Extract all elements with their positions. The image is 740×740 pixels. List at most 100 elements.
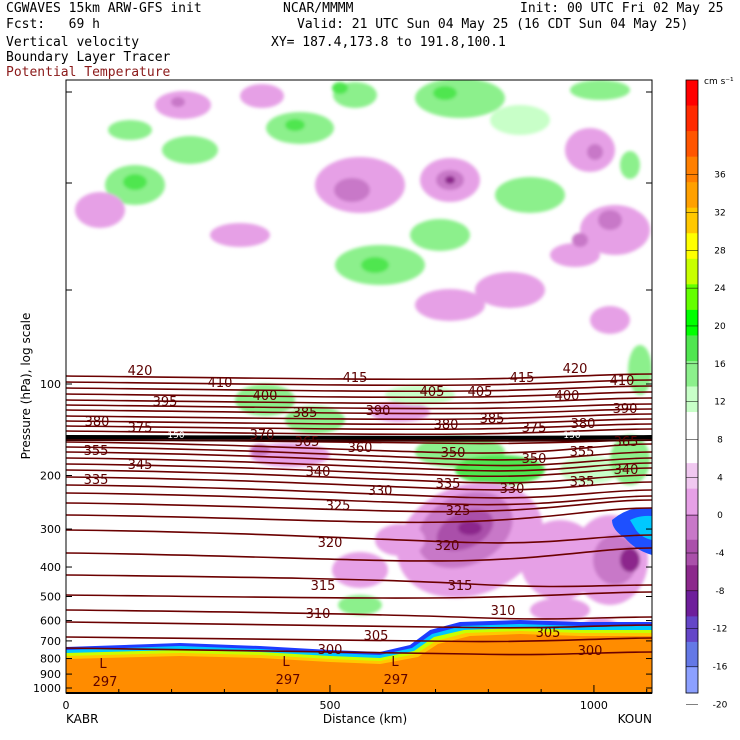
theta-contour-line: [66, 441, 652, 454]
theta-contour-line: [66, 469, 652, 484]
colorbar-tick: -4: [716, 549, 725, 559]
field-vertical-velocity: Vertical velocity: [6, 35, 140, 50]
colorbar-swatch: [686, 207, 698, 234]
valid-time: Valid: 21 UTC Sun 04 May 25 (16 CDT Sun …: [297, 17, 689, 32]
theta-label: 355: [570, 445, 595, 460]
colorbar-swatch: [686, 386, 698, 413]
theta-contour-line: [66, 428, 652, 436]
init-time: Init: 00 UTC Fri 02 May 25: [520, 1, 724, 16]
tropopause-label: 150: [167, 431, 184, 441]
colorbar-swatch: [686, 182, 698, 209]
theta-label: 340: [614, 463, 639, 478]
y-tick-label: 800: [40, 653, 61, 666]
colorbar-swatch: [686, 590, 698, 617]
theta-label: 350: [522, 452, 547, 467]
theta-contour-line: [66, 391, 652, 399]
colorbar-swatch: [686, 284, 698, 311]
colorbar-swatch: [686, 258, 698, 285]
theta-label: 315: [311, 579, 336, 594]
colorbar-swatch: [686, 131, 698, 158]
colorbar-unit: cm s⁻¹: [704, 77, 734, 87]
theta-contour-line: [66, 547, 652, 562]
theta-contour-line: [66, 397, 652, 405]
theta-label: 335: [570, 475, 595, 490]
org-label: NCAR/MMMM: [283, 1, 354, 16]
theta-label: 390: [613, 402, 638, 417]
theta-label: 420: [128, 364, 153, 379]
colorbar-swatch: [686, 514, 698, 541]
theta-label: 360: [348, 441, 373, 456]
theta-label: 365: [614, 435, 639, 450]
theta-label: 300: [578, 644, 603, 659]
low-marker: L: [282, 655, 290, 670]
y-tick-label: 900: [40, 668, 61, 681]
theta-label: 325: [446, 504, 471, 519]
colorbar-swatch: [686, 412, 698, 439]
colorbar-swatch: [686, 233, 698, 260]
theta-contour-line: [66, 492, 652, 506]
theta-label: 335: [436, 477, 461, 492]
theta-label: 297: [384, 673, 409, 688]
colorbar-tick: -8: [716, 587, 725, 597]
theta-label: 405: [468, 385, 493, 400]
colorbar-tick: 28: [714, 246, 726, 256]
theta-contour-line: [66, 403, 652, 410]
colorbar-swatch: [686, 309, 698, 336]
colorbar-swatch: [686, 80, 698, 107]
theta-label: 320: [318, 536, 343, 551]
low-marker: L: [391, 655, 399, 670]
theta-label: 345: [128, 458, 153, 473]
theta-label: 380: [85, 415, 110, 430]
theta-contour-line: [66, 647, 652, 656]
colorbar-tick: 36: [714, 171, 726, 181]
colorbar-swatch: [686, 565, 698, 592]
theta-label: 380: [571, 417, 596, 432]
theta-contour-line: [66, 451, 652, 467]
right-station: KOUN: [618, 712, 652, 726]
colorbar-swatch: [686, 156, 698, 183]
theta-label: 315: [448, 579, 473, 594]
y-axis-title: Pressure (hPa), log scale: [19, 313, 33, 460]
theta-label: 355: [84, 444, 109, 459]
model-title: CGWAVES 15km ARW-GFS init: [6, 1, 202, 16]
theta-label: 350: [441, 446, 466, 461]
xy-coords: XY= 187.4,173.8 to 191.8,100.1: [271, 35, 506, 50]
theta-labels: 420 415 415 420 410 410 395 400 405 405 400 385 390 3…: [84, 362, 639, 690]
y-tick-label: 100: [40, 378, 61, 391]
theta-label: 297: [93, 675, 118, 690]
colorbar-swatch: [686, 463, 698, 490]
theta-contour-line: [66, 385, 652, 393]
theta-label: 340: [306, 465, 331, 480]
theta-label: 305: [364, 629, 389, 644]
upper-velocity-field: [75, 80, 650, 334]
colorbar-swatch: [686, 667, 698, 694]
theta-label: 415: [510, 371, 535, 386]
theta-contour-line: [66, 379, 652, 387]
theta-contour-line: [66, 413, 652, 421]
colorbar-tick: 16: [714, 360, 726, 370]
colorbar: 36 32 28 24 20 16 12 8 4 0 -4 -8 -12 -16 -20: [685, 79, 728, 710]
y-tick-label: 300: [40, 523, 61, 536]
theta-contour-line: [66, 446, 652, 461]
theta-label: 310: [491, 604, 516, 619]
theta-contour-line: [66, 507, 652, 524]
theta-label: 335: [84, 473, 109, 488]
theta-label: 325: [326, 499, 351, 514]
theta-label: 400: [555, 389, 580, 404]
theta-label: 410: [208, 376, 233, 391]
colorbar-tick: -12: [713, 625, 728, 635]
theta-label: 385: [293, 406, 318, 421]
theta-contour-line: [66, 476, 652, 491]
shading-layer: [66, 80, 652, 693]
theta-label: 390: [366, 404, 391, 419]
colorbar-tick: 32: [714, 208, 725, 218]
y-tick-label: 700: [40, 635, 61, 648]
theta-contour-line: [66, 636, 652, 643]
colorbar-swatch: [686, 488, 698, 515]
theta-contour-line: [66, 609, 652, 620]
colorbar-tick: 4: [717, 473, 723, 483]
theta-contour-line: [66, 484, 652, 499]
colorbar-swatch: [686, 641, 698, 668]
theta-label: 330: [500, 482, 525, 497]
